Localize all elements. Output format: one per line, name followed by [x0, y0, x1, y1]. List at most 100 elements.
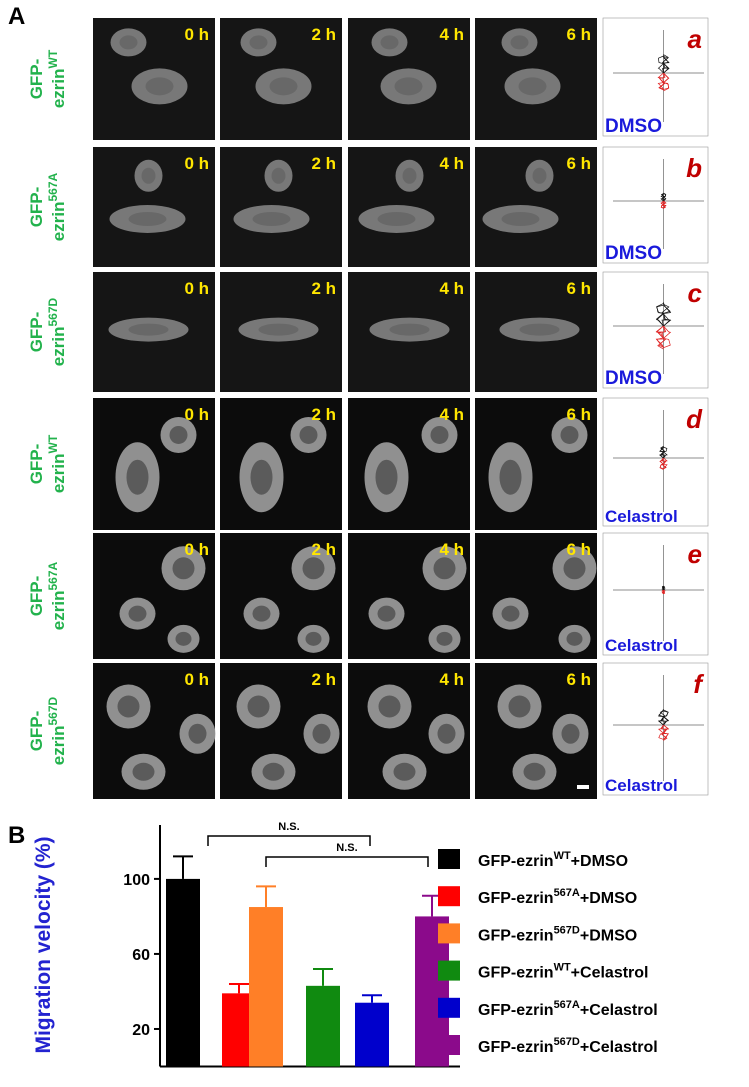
cell	[525, 159, 554, 192]
row-label: GFP-	[27, 576, 46, 617]
cell-core	[430, 425, 449, 444]
legend-label-part: 567D	[554, 924, 580, 936]
row-label-text: ezrin	[49, 202, 68, 242]
legend-label-part: +DMSO	[571, 853, 628, 870]
plot-letter: e	[688, 539, 702, 569]
cell-core	[128, 605, 147, 622]
panel-label: A	[8, 3, 25, 30]
legend-label: GFP-ezrin567A+DMSO	[478, 887, 637, 907]
legend-swatch	[438, 997, 460, 1018]
cell	[499, 317, 580, 342]
significance-bracket	[265, 856, 429, 867]
row-label: ezrin567A	[46, 172, 68, 241]
time-label: 2 h	[311, 540, 336, 559]
cell-core	[302, 557, 325, 580]
cell	[395, 159, 424, 192]
row-label-sup: 567D	[46, 297, 60, 326]
cell-core	[437, 723, 456, 744]
time-label: 0 h	[184, 670, 209, 689]
time-label: 2 h	[311, 279, 336, 298]
legend-label-part: GFP-ezrin	[478, 890, 554, 907]
cell-core	[132, 762, 155, 781]
cell-core	[380, 35, 399, 50]
track-plot	[602, 17, 709, 137]
cell-core	[250, 459, 273, 495]
time-label: 2 h	[311, 405, 336, 424]
y-tick-label: 20	[132, 1022, 150, 1039]
cell-core	[566, 631, 583, 646]
legend-label-part: +DMSO	[580, 927, 637, 944]
time-label: 4 h	[439, 25, 464, 44]
track	[661, 193, 666, 202]
track	[658, 72, 666, 90]
legend-label: GFP-ezrin567A+Celastrol	[478, 999, 658, 1019]
time-label: 0 h	[184, 405, 209, 424]
plot-letter: b	[686, 153, 702, 183]
plot-letter: d	[686, 404, 703, 434]
row-label-sup: 567A	[46, 561, 60, 590]
time-label: 2 h	[311, 25, 336, 44]
track	[659, 447, 665, 459]
cell-core	[563, 557, 586, 580]
y-tick-label: 60	[132, 947, 150, 964]
row-label: GFP-	[27, 312, 46, 353]
legend-label-part: GFP-ezrin	[478, 1039, 554, 1056]
time-label: 6 h	[566, 279, 591, 298]
track	[655, 304, 665, 327]
cell-core	[145, 77, 174, 96]
scale-bar	[577, 785, 589, 789]
cell-core	[508, 695, 531, 718]
row-label: ezrinWT	[46, 49, 68, 108]
track	[655, 325, 665, 347]
track	[663, 56, 670, 74]
track-plot	[602, 146, 709, 264]
legend-label: GFP-ezrin567D+DMSO	[478, 924, 637, 944]
legend-label: GFP-ezrin567D+Celastrol	[478, 1036, 658, 1056]
cell	[255, 68, 312, 105]
cell-core	[252, 605, 271, 622]
legend-label-part: 567A	[554, 999, 580, 1011]
row-label: GFP-	[27, 59, 46, 100]
treatment-label: DMSO	[605, 368, 662, 389]
legend-label-part: +Celastrol	[571, 965, 649, 982]
time-label: 4 h	[439, 405, 464, 424]
row-label: GFP-	[27, 187, 46, 228]
legend-label-part: GFP-ezrin	[478, 927, 554, 944]
significance-label: N.S.	[336, 842, 357, 854]
cell	[504, 68, 561, 105]
time-label: 6 h	[566, 670, 591, 689]
cell-core	[378, 695, 401, 718]
legend-swatch	[438, 1035, 460, 1055]
cell-core	[394, 77, 423, 96]
row-label-sup: 567A	[46, 172, 60, 201]
cell	[371, 28, 408, 57]
bar	[249, 907, 283, 1067]
cell-core	[501, 212, 540, 226]
cell-core	[188, 723, 207, 744]
time-label: 0 h	[184, 279, 209, 298]
cell-core	[252, 212, 291, 226]
legend-label-part: 567D	[554, 1036, 580, 1048]
treatment-label: DMSO	[605, 243, 662, 264]
row-label: ezrin567A	[46, 561, 68, 630]
legend-label-part: WT	[554, 850, 571, 862]
row-label-sup: 567D	[46, 696, 60, 725]
cell-core	[560, 425, 579, 444]
cell	[131, 68, 188, 105]
cell	[240, 28, 277, 57]
bar	[166, 878, 200, 1067]
cell-core	[389, 323, 430, 336]
cell-core	[299, 425, 318, 444]
track-plot	[602, 662, 709, 796]
row-label-text: ezrin	[49, 327, 68, 367]
cell-core	[247, 695, 270, 718]
row-label: GFP-	[27, 711, 46, 752]
track-plot	[602, 532, 709, 656]
time-label: 4 h	[439, 670, 464, 689]
time-label: 2 h	[311, 670, 336, 689]
y-axis-label: Migration velocity (%)	[32, 836, 55, 1053]
legend-label-part: +Celastrol	[580, 1039, 658, 1056]
time-label: 2 h	[311, 154, 336, 173]
cell-core	[269, 77, 298, 96]
